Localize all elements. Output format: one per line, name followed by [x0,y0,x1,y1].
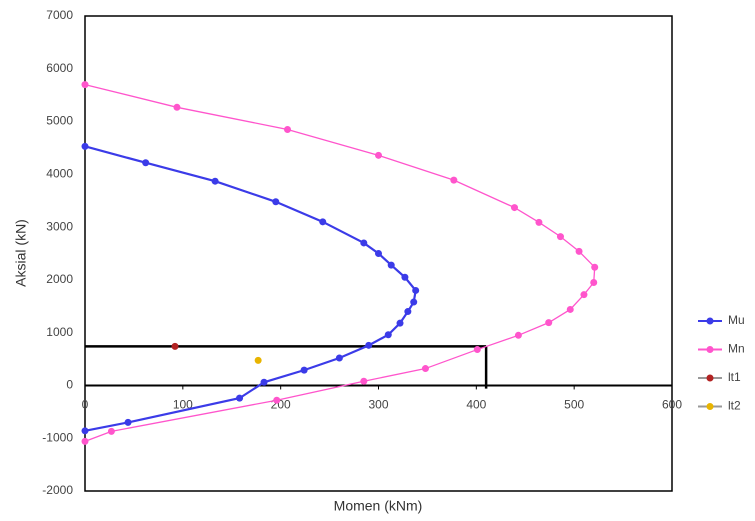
y-tick-label: 4000 [46,167,73,181]
data-point [375,152,382,159]
data-point [172,343,179,350]
legend-marker [707,346,714,353]
data-point [511,204,518,211]
data-point [82,143,89,150]
data-point [388,262,395,269]
data-point [360,378,367,385]
series-line [85,146,416,430]
data-point [301,367,308,374]
data-point [125,419,132,426]
y-tick-label: 0 [66,378,73,392]
data-point [272,198,279,205]
data-point [365,342,372,349]
y-tick-label: 2000 [46,272,73,286]
data-point [410,299,417,306]
data-point [567,306,574,313]
data-point [591,264,598,271]
data-point [142,159,149,166]
series-line [85,85,595,442]
data-point [255,357,262,364]
data-point [336,355,343,362]
data-point [82,438,89,445]
x-tick-label: 300 [368,398,388,412]
legend-label: Mu [728,313,745,327]
data-point [450,177,457,184]
data-point [535,219,542,226]
data-point [173,104,180,111]
y-tick-label: -2000 [42,483,73,497]
data-point [401,274,408,281]
data-point [236,395,243,402]
y-tick-label: 6000 [46,61,73,75]
x-tick-label: 600 [662,398,682,412]
x-tick-label: 400 [466,398,486,412]
data-point [412,287,419,294]
data-point [212,178,219,185]
data-point [474,346,481,353]
data-point [397,320,404,327]
data-point [515,332,522,339]
data-point [284,126,291,133]
y-axis-title: Aksial (kN) [13,219,29,287]
legend-marker [707,403,714,410]
data-point [261,379,268,386]
y-tick-label: 5000 [46,114,73,128]
legend-marker [707,375,714,382]
legend-marker [707,318,714,325]
data-point [557,233,564,240]
data-point [385,331,392,338]
y-tick-label: 1000 [46,325,73,339]
data-point [580,291,587,298]
data-point [273,397,280,404]
x-tick-label: 500 [564,398,584,412]
data-point [319,218,326,225]
x-tick-label: 0 [82,398,89,412]
data-point [360,239,367,246]
y-tick-label: -1000 [42,430,73,444]
y-tick-label: 7000 [46,8,73,22]
data-point [108,428,115,435]
data-point [82,81,89,88]
data-point [404,308,411,315]
data-point [576,248,583,255]
x-axis-title: Momen (kNm) [334,498,423,514]
y-tick-label: 3000 [46,219,73,233]
legend-label: lt2 [728,399,741,413]
data-point [82,427,89,434]
data-point [590,279,597,286]
legend-label: Mn [728,342,745,356]
data-point [545,319,552,326]
legend-label: lt1 [728,370,741,384]
data-point [422,365,429,372]
data-point [375,250,382,257]
chart: Momen (kNm) Aksial (kN) -2000 -1000 0 1000 2… [0,0,755,521]
